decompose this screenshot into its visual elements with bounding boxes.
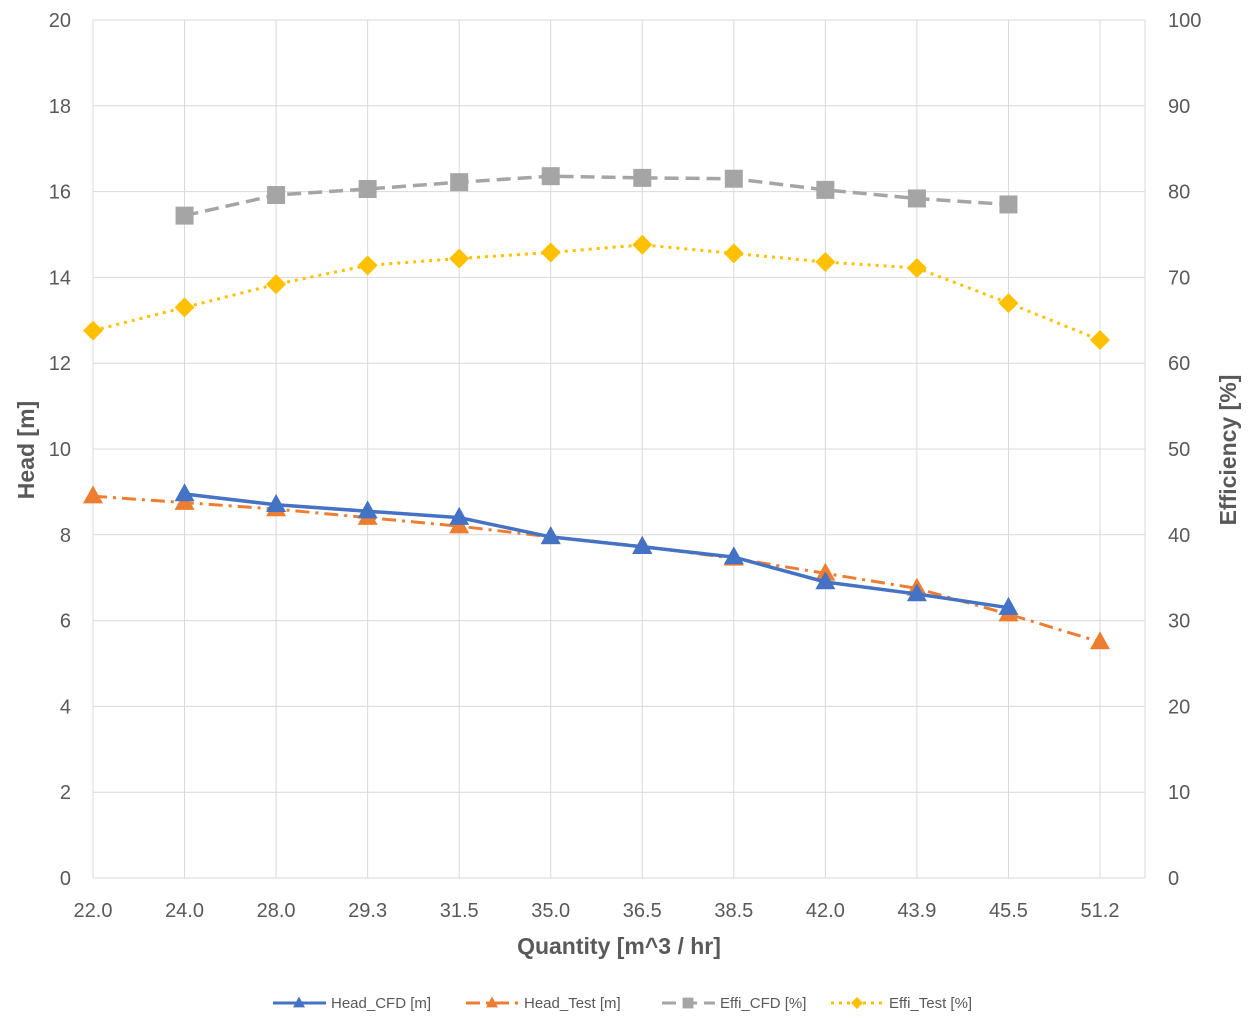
y-left-tick-label: 16 bbox=[49, 182, 71, 204]
x-tick-label: 38.5 bbox=[714, 900, 753, 922]
y-left-tick-label: 18 bbox=[49, 96, 71, 118]
y-right-tick-label: 0 bbox=[1168, 868, 1179, 890]
legend: Head_CFD [m] Head_Test [m] Effi_CFD [%] Eff… bbox=[273, 995, 972, 1012]
data-point-triangle bbox=[540, 526, 561, 545]
x-tick-label: 42.0 bbox=[806, 900, 845, 922]
data-point-triangle bbox=[1090, 631, 1110, 650]
data-point-square bbox=[999, 195, 1018, 214]
x-tick-label: 29.3 bbox=[348, 900, 387, 922]
tick-labels: 0 0 2 10 4 20 6 30 8 40 10 50 12 60 14 70 16 80 18 90 20 100 2… bbox=[49, 10, 1202, 922]
y-left-tick-label: 8 bbox=[60, 525, 71, 547]
y-left-tick-label: 4 bbox=[60, 696, 71, 718]
data-point-triangle bbox=[83, 485, 103, 504]
data-point-diamond bbox=[540, 242, 561, 263]
legend-marker-diamond bbox=[851, 997, 863, 1009]
y-right-tick-label: 30 bbox=[1168, 611, 1190, 633]
data-point-diamond bbox=[449, 248, 470, 269]
y-left-tick-label: 2 bbox=[60, 782, 71, 804]
data-point-triangle bbox=[357, 500, 378, 519]
x-tick-label: 51.2 bbox=[1081, 900, 1120, 922]
y-right-tick-label: 40 bbox=[1168, 525, 1190, 547]
series-layer bbox=[83, 167, 1110, 650]
data-point-square bbox=[450, 173, 469, 192]
y-right-tick-label: 20 bbox=[1168, 696, 1190, 718]
x-tick-label: 22.0 bbox=[74, 900, 113, 922]
series-line bbox=[92, 243, 1101, 342]
y-left-tick-label: 6 bbox=[60, 611, 71, 633]
legend-item: Head_Test [m] bbox=[466, 995, 621, 1012]
data-point-diamond bbox=[998, 293, 1019, 314]
legend-item: Effi_CFD [%] bbox=[662, 995, 806, 1012]
y-right-tick-label: 10 bbox=[1168, 782, 1190, 804]
x-tick-label: 24.0 bbox=[165, 900, 204, 922]
data-point-square bbox=[267, 186, 286, 205]
data-point-diamond bbox=[357, 255, 378, 276]
data-point-square bbox=[724, 169, 743, 188]
data-point-triangle bbox=[815, 571, 836, 590]
legend-label: Effi_CFD [%] bbox=[720, 995, 806, 1012]
data-point-triangle bbox=[174, 483, 195, 502]
series-line bbox=[184, 492, 1009, 610]
y-axis-right-title: Efficiency [%] bbox=[1215, 375, 1241, 526]
y-left-tick-label: 14 bbox=[49, 267, 71, 289]
data-point-triangle bbox=[266, 493, 287, 512]
data-point-square bbox=[907, 189, 926, 208]
x-tick-label: 35.0 bbox=[531, 900, 570, 922]
x-tick-label: 31.5 bbox=[440, 900, 479, 922]
y-right-tick-label: 90 bbox=[1168, 96, 1190, 118]
data-point-diamond bbox=[723, 243, 744, 264]
y-right-tick-label: 80 bbox=[1168, 182, 1190, 204]
data-point-triangle bbox=[723, 546, 744, 565]
legend-marker-triangle bbox=[293, 996, 305, 1008]
data-point-square bbox=[541, 167, 560, 186]
series-line bbox=[184, 174, 1009, 218]
legend-marker-triangle bbox=[486, 996, 498, 1008]
y-right-tick-label: 50 bbox=[1168, 439, 1190, 461]
x-axis-title: Quantity [m^3 / hr] bbox=[517, 933, 721, 959]
legend-item: Head_CFD [m] bbox=[273, 995, 431, 1012]
data-point-triangle bbox=[906, 583, 927, 602]
x-tick-label: 43.9 bbox=[897, 900, 936, 922]
legend-item: Effi_Test [%] bbox=[831, 995, 972, 1012]
legend-label: Effi_Test [%] bbox=[889, 995, 972, 1012]
y-axis-left-title: Head [m] bbox=[13, 401, 39, 499]
data-point-diamond bbox=[815, 251, 836, 272]
data-point-triangle bbox=[449, 506, 470, 525]
data-point-triangle bbox=[998, 596, 1019, 615]
y-right-tick-label: 100 bbox=[1168, 10, 1201, 32]
data-point-diamond bbox=[1090, 330, 1110, 351]
x-tick-label: 36.5 bbox=[623, 900, 662, 922]
legend-marker-square bbox=[682, 997, 694, 1009]
y-left-tick-label: 0 bbox=[60, 868, 71, 890]
data-point-diamond bbox=[906, 257, 927, 278]
data-point-diamond bbox=[632, 234, 653, 255]
y-right-tick-label: 60 bbox=[1168, 353, 1190, 375]
data-point-triangle bbox=[632, 536, 653, 555]
data-point-diamond bbox=[174, 297, 195, 318]
legend-label: Head_CFD [m] bbox=[331, 995, 431, 1012]
data-point-diamond bbox=[83, 320, 103, 341]
legend-label: Head_Test [m] bbox=[524, 995, 621, 1012]
y-right-tick-label: 70 bbox=[1168, 267, 1190, 289]
data-point-square bbox=[358, 180, 377, 199]
data-point-diamond bbox=[266, 274, 287, 295]
gridlines bbox=[92, 19, 1146, 879]
y-left-tick-label: 12 bbox=[49, 353, 71, 375]
y-left-tick-label: 20 bbox=[49, 10, 71, 32]
x-tick-label: 45.5 bbox=[989, 900, 1028, 922]
data-point-square bbox=[816, 180, 835, 199]
y-left-tick-label: 10 bbox=[49, 439, 71, 461]
data-point-square bbox=[633, 168, 652, 187]
x-tick-label: 28.0 bbox=[257, 900, 296, 922]
data-point-square bbox=[175, 206, 194, 225]
